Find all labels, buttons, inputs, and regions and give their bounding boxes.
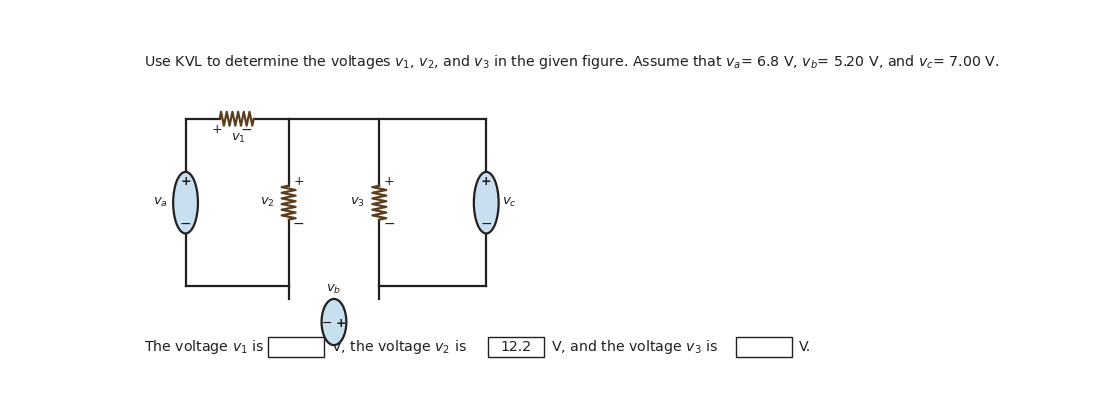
Text: V, the voltage $\mathit{v}_2$ is: V, the voltage $\mathit{v}_2$ is [331, 338, 468, 356]
Text: −: − [384, 217, 395, 231]
Text: V.: V. [800, 340, 812, 354]
Text: +: + [294, 175, 304, 187]
Ellipse shape [474, 172, 498, 234]
Text: +: + [336, 317, 346, 330]
Text: $v_1$: $v_1$ [231, 132, 245, 145]
FancyBboxPatch shape [267, 337, 323, 358]
Ellipse shape [173, 172, 198, 234]
Text: The voltage $\mathit{v}_1$ is: The voltage $\mathit{v}_1$ is [144, 338, 264, 356]
Text: $v_c$: $v_c$ [502, 196, 517, 209]
Text: $v_b$: $v_b$ [327, 283, 342, 296]
Text: $v_a$: $v_a$ [153, 196, 168, 209]
Text: +: + [481, 175, 492, 187]
Text: −: − [321, 317, 332, 330]
Ellipse shape [321, 299, 346, 345]
Text: V, and the voltage $\mathit{v}_3$ is: V, and the voltage $\mathit{v}_3$ is [551, 338, 718, 356]
Text: −: − [179, 217, 191, 231]
Text: −: − [240, 122, 252, 136]
Text: Use KVL to determine the voltages $\mathit{v}_1$, $\mathit{v}_2$, and $\mathit{v: Use KVL to determine the voltages $\math… [144, 53, 999, 71]
FancyBboxPatch shape [736, 337, 792, 358]
Text: 12.2: 12.2 [500, 340, 531, 354]
Text: +: + [180, 175, 191, 187]
Text: −: − [481, 217, 492, 231]
Text: $v_3$: $v_3$ [350, 196, 365, 209]
Text: +: + [384, 175, 395, 187]
Text: $v_2$: $v_2$ [260, 196, 274, 209]
Text: +: + [211, 123, 222, 136]
FancyBboxPatch shape [487, 337, 543, 358]
Text: −: − [293, 217, 305, 231]
